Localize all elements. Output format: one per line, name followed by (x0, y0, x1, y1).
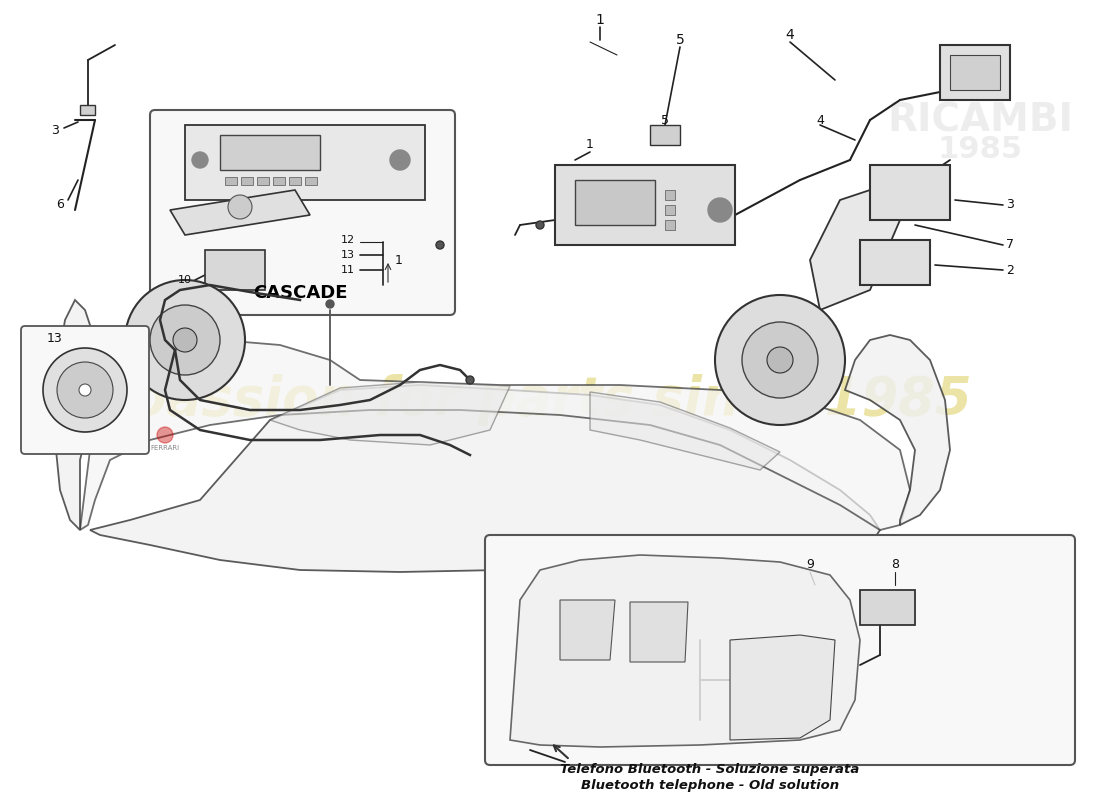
Polygon shape (510, 555, 860, 747)
Bar (257, 177, 270, 185)
Circle shape (192, 152, 208, 168)
Bar (273, 177, 285, 185)
Text: 7: 7 (1006, 238, 1014, 251)
Bar (860, 590, 915, 625)
Bar (289, 177, 301, 185)
Polygon shape (55, 300, 120, 530)
Polygon shape (270, 382, 510, 445)
Bar (940, 45, 1010, 100)
Bar (666, 190, 675, 200)
Bar (185, 125, 425, 200)
Text: 13: 13 (341, 250, 355, 260)
Polygon shape (90, 385, 880, 572)
FancyBboxPatch shape (21, 326, 148, 454)
Bar (666, 205, 675, 215)
Text: 1985: 1985 (937, 135, 1023, 165)
Text: CASCADE: CASCADE (253, 284, 348, 302)
Bar (205, 250, 265, 290)
Circle shape (715, 295, 845, 425)
Circle shape (436, 241, 444, 249)
Polygon shape (845, 335, 950, 525)
Polygon shape (590, 392, 780, 470)
Text: 13: 13 (47, 331, 63, 345)
Bar (575, 180, 654, 225)
Circle shape (57, 362, 113, 418)
Circle shape (79, 384, 91, 396)
Circle shape (125, 280, 245, 400)
Polygon shape (560, 600, 615, 660)
Bar (650, 125, 680, 145)
Bar (226, 177, 236, 185)
Text: Bluetooth telephone - Old solution: Bluetooth telephone - Old solution (581, 778, 839, 791)
Text: 10: 10 (178, 275, 192, 285)
Circle shape (708, 198, 732, 222)
Text: 1: 1 (586, 138, 594, 151)
Text: 1: 1 (595, 13, 604, 27)
Circle shape (228, 195, 252, 219)
Text: 3: 3 (51, 123, 59, 137)
Text: 2: 2 (1006, 263, 1014, 277)
Bar (870, 165, 950, 220)
Polygon shape (810, 190, 920, 310)
Text: Telefono Bluetooth - Soluzione superata: Telefono Bluetooth - Soluzione superata (560, 763, 860, 777)
Text: 8: 8 (891, 558, 899, 571)
Polygon shape (630, 602, 688, 662)
Polygon shape (80, 340, 910, 530)
Text: 1: 1 (395, 254, 403, 266)
Text: passion for parts since 1985: passion for parts since 1985 (128, 374, 972, 426)
Bar (305, 177, 317, 185)
Polygon shape (730, 635, 835, 740)
Bar (220, 135, 320, 170)
Text: 4: 4 (785, 28, 794, 42)
Circle shape (767, 347, 793, 373)
Circle shape (466, 376, 474, 384)
Polygon shape (170, 190, 310, 235)
FancyBboxPatch shape (150, 110, 455, 315)
Bar (241, 177, 253, 185)
Text: 6: 6 (56, 198, 64, 211)
Text: FERRARI: FERRARI (151, 445, 179, 451)
Text: 3: 3 (1006, 198, 1014, 211)
Circle shape (326, 300, 334, 308)
Text: RICAMBI: RICAMBI (887, 101, 1072, 139)
Bar (860, 240, 930, 285)
Circle shape (43, 348, 126, 432)
Text: 5: 5 (675, 33, 684, 47)
FancyBboxPatch shape (485, 535, 1075, 765)
Text: 5: 5 (661, 114, 669, 126)
Circle shape (536, 221, 544, 229)
Bar (80, 105, 95, 115)
Bar (950, 55, 1000, 90)
Circle shape (742, 322, 818, 398)
Circle shape (390, 150, 410, 170)
Bar (666, 220, 675, 230)
Text: 4: 4 (816, 114, 824, 126)
Bar (556, 165, 735, 245)
Circle shape (157, 427, 173, 443)
Text: 11: 11 (341, 265, 355, 275)
Text: 12: 12 (341, 235, 355, 245)
Text: 9: 9 (806, 558, 814, 571)
Circle shape (173, 328, 197, 352)
Circle shape (150, 305, 220, 375)
